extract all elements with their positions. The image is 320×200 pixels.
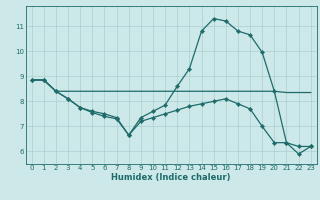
X-axis label: Humidex (Indice chaleur): Humidex (Indice chaleur) <box>111 173 231 182</box>
